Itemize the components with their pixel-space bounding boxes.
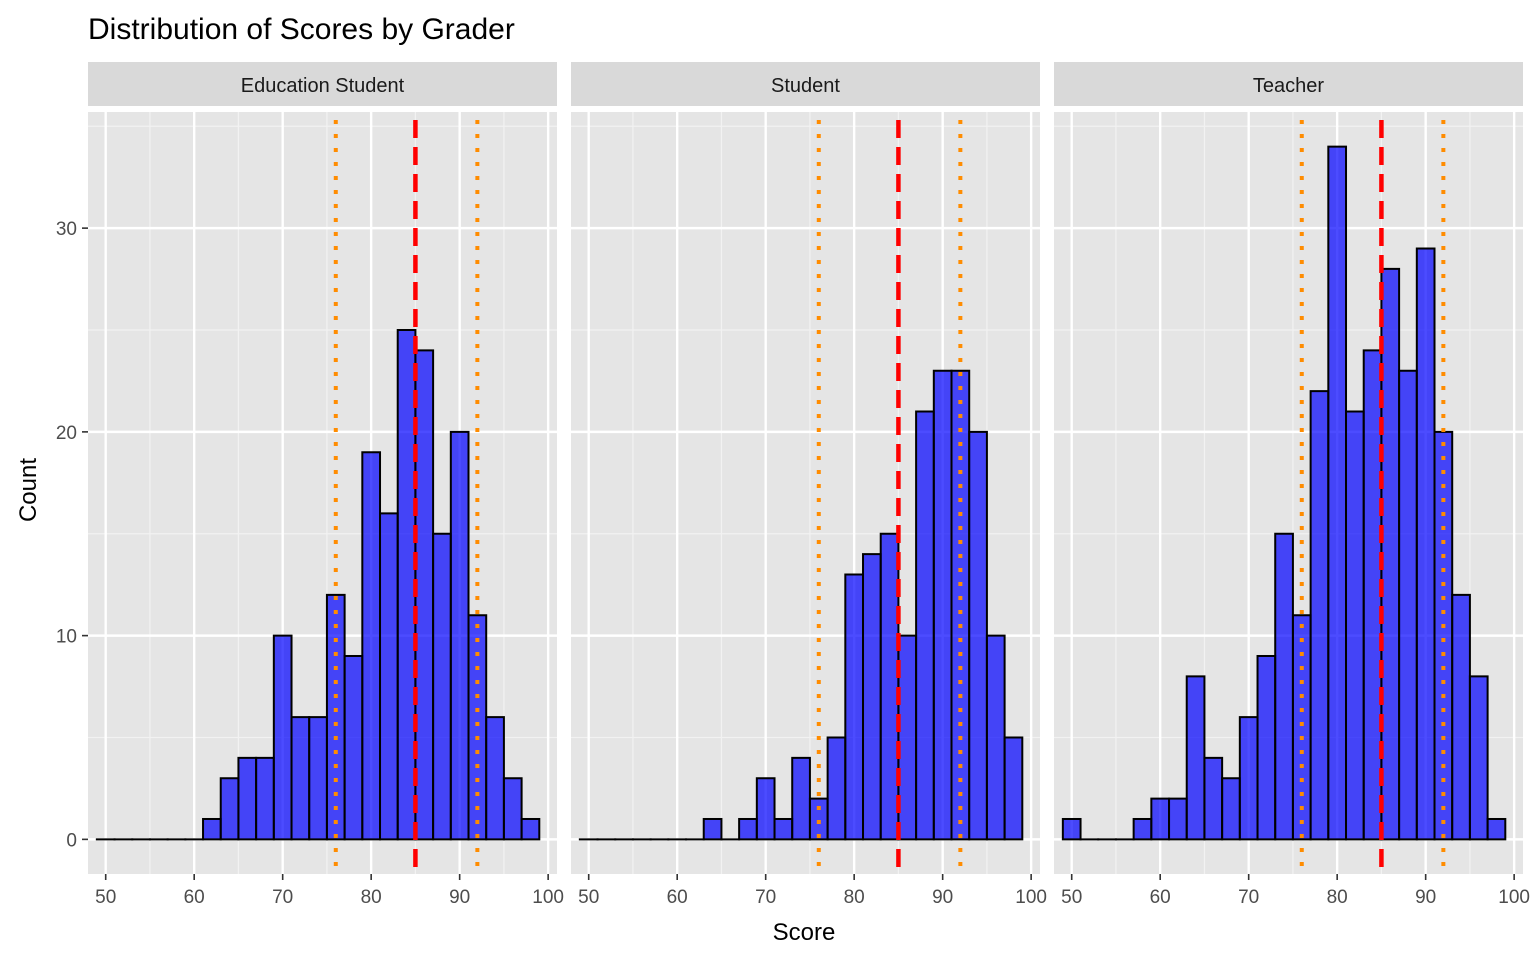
histogram-bar [969,432,987,839]
facet-strip-label: Student [771,75,840,97]
x-tick-label: 100 [1498,887,1530,908]
histogram-bar [1346,412,1364,840]
x-tick-label: 70 [755,887,776,908]
facet-strip-label: Education Student [241,75,405,97]
histogram-bar [775,819,793,839]
histogram-bar [1151,799,1169,840]
facet-panel: Student 50 60 70 80 90 100 [571,62,1047,908]
y-tick-label: 30 [56,219,77,240]
x-tick-label: 60 [1150,887,1171,908]
histogram-bar [916,412,934,840]
histogram-bar [1275,534,1293,840]
x-tick-label: 60 [667,887,688,908]
histogram-bar [792,758,810,839]
histogram-bar [345,656,363,839]
histogram-bar [274,636,292,840]
histogram-bar [398,330,416,839]
x-tick-label: 100 [1015,887,1047,908]
x-tick-label: 70 [1238,887,1259,908]
histogram-bar [934,371,952,840]
histogram-bar [327,595,345,839]
histogram-bar [1240,717,1258,839]
histogram-bar [309,717,327,839]
x-tick-label: 90 [449,887,470,908]
histogram-bar [469,615,487,839]
histogram-bar [522,819,540,839]
histogram-bar [704,819,722,839]
histogram-bar [1204,758,1222,839]
histogram-bar [845,574,863,839]
y-tick-label: 0 [66,830,77,851]
histogram-bar [1381,269,1399,839]
histogram-bar [1488,819,1506,839]
y-tick-label: 10 [56,627,77,648]
x-tick-label: 100 [532,887,564,908]
x-tick-label: 50 [578,887,599,908]
histogram-bar [380,513,398,839]
facet-panel: Education Student 50 60 70 80 90 100 0 10 20 30 [56,62,564,908]
histogram-bar [1399,371,1417,840]
histogram-bar [757,778,775,839]
histogram-bar [221,778,239,839]
y-axis-label: Count [15,458,42,522]
x-tick-label: 80 [361,887,382,908]
x-axis-label: Score [773,919,836,946]
histogram-bar [1169,799,1187,840]
histogram-bar [504,778,522,839]
x-tick-label: 90 [932,887,953,908]
histogram-bar [739,819,757,839]
histogram-bar [1328,147,1346,840]
histogram-bar [1311,391,1329,839]
histogram-bar [415,350,433,839]
histogram-bar [1005,737,1023,839]
histogram-bar [863,554,881,839]
histogram-bar [881,534,899,840]
facet-strip-label: Teacher [1253,75,1324,97]
histogram-bar [987,636,1005,840]
histogram-bar [1364,350,1382,839]
histogram-bar [238,758,256,839]
histogram-bar [1222,778,1240,839]
x-tick-label: 50 [95,887,116,908]
histogram-bar [898,636,916,840]
facet-panel: Teacher 50 60 70 80 90 100 [1054,62,1530,908]
chart-title: Distribution of Scores by Grader [88,13,515,46]
histogram-bar [451,432,469,839]
y-tick-label: 20 [56,423,77,444]
histogram-bar [292,717,310,839]
histogram-bar [433,534,451,840]
histogram-bar [486,717,504,839]
x-tick-label: 80 [1327,887,1348,908]
x-tick-label: 60 [184,887,205,908]
histogram-bar [1293,615,1311,839]
histogram-bar [256,758,274,839]
x-tick-label: 70 [272,887,293,908]
x-tick-label: 80 [844,887,865,908]
histogram-bar [203,819,221,839]
histogram-bar [1134,819,1152,839]
histogram-bar [1452,595,1470,839]
histogram-bar [810,799,828,840]
histogram-bar [1258,656,1276,839]
histogram-bar [952,371,970,840]
x-tick-label: 50 [1061,887,1082,908]
histogram-bar [1470,676,1488,839]
x-tick-label: 90 [1415,887,1436,908]
histogram-bar [1063,819,1081,839]
histogram-bar [1187,676,1205,839]
histogram-bar [362,452,380,839]
histogram-bar [1417,249,1435,840]
facets-layer: Education Student 50 60 70 80 90 100 0 10 20 30 Stu… [56,62,1530,908]
histogram-bar [828,737,846,839]
